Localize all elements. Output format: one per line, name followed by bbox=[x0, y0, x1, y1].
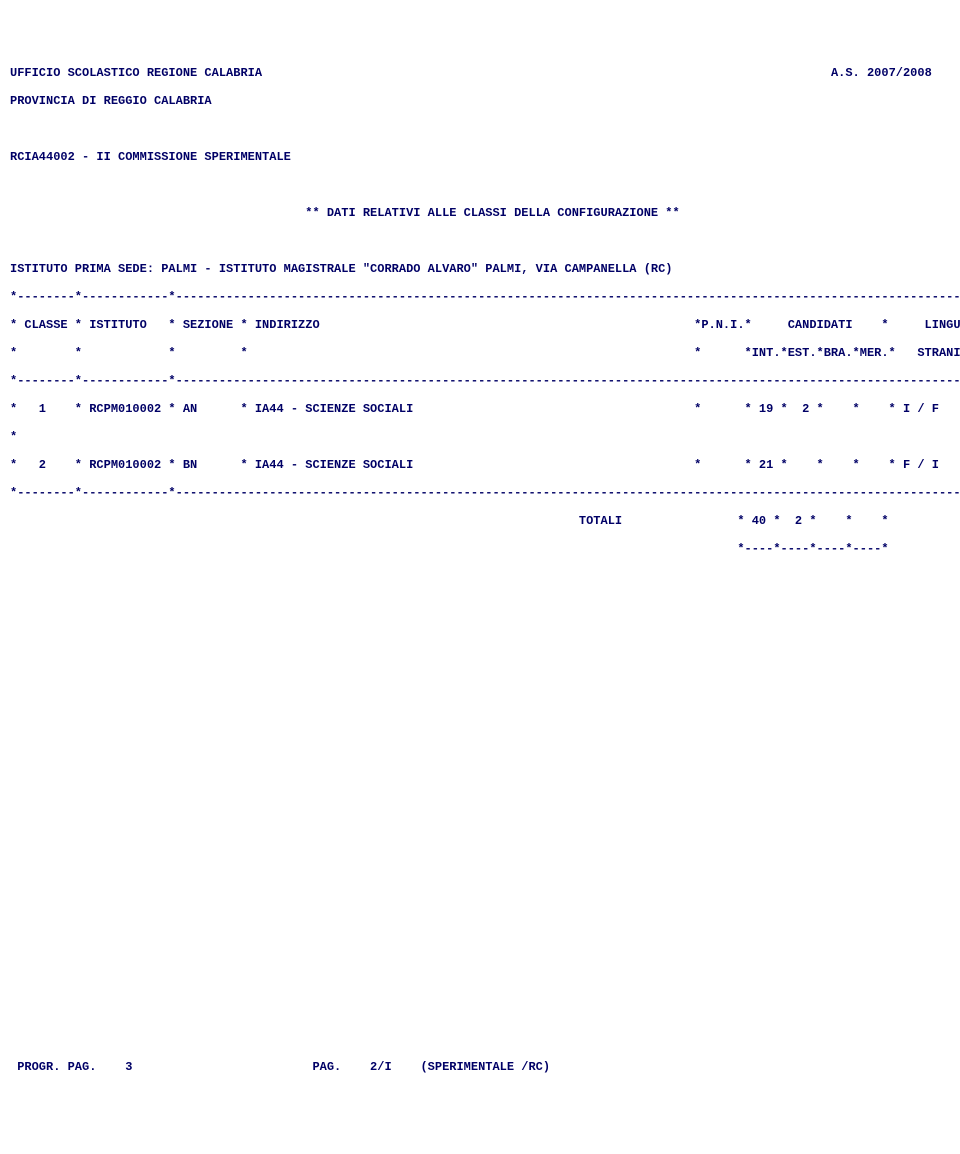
office-label: UFFICIO SCOLASTICO REGIONE CALABRIA bbox=[10, 66, 262, 80]
header-spacer bbox=[262, 66, 831, 80]
sep-top: *--------*------------*-----------------… bbox=[10, 290, 950, 304]
blank-2 bbox=[10, 178, 950, 192]
blank-3 bbox=[10, 234, 950, 248]
province: PROVINCIA DI REGGIO CALABRIA bbox=[10, 94, 950, 108]
footer: PROGR. PAG. 3 PAG. 2/I (SPERIMENTALE /RC… bbox=[10, 1060, 950, 1074]
table-row-1: * 1 * RCPM010002 * AN * IA44 - SCIENZE S… bbox=[10, 402, 950, 416]
sep-mid: *--------*------------*-----------------… bbox=[10, 374, 950, 388]
header-line1: UFFICIO SCOLASTICO REGIONE CALABRIA A.S.… bbox=[10, 66, 950, 80]
totals-line: TOTALI * 40 * 2 * * * bbox=[10, 514, 950, 528]
year-label: A.S. 2007/2008 bbox=[831, 66, 932, 80]
section-title: ** DATI RELATIVI ALLE CLASSI DELLA CONFI… bbox=[305, 206, 679, 220]
commission: RCIA44002 - II COMMISSIONE SPERIMENTALE bbox=[10, 150, 950, 164]
totals-close: *----*----*----*----* bbox=[10, 542, 950, 556]
table-header-1: * CLASSE * ISTITUTO * SEZIONE * INDIRIZZ… bbox=[10, 318, 950, 332]
table-row-2: * 2 * RCPM010002 * BN * IA44 - SCIENZE S… bbox=[10, 458, 950, 472]
table-row-blank: * * bbox=[10, 430, 950, 444]
institute: ISTITUTO PRIMA SEDE: PALMI - ISTITUTO MA… bbox=[10, 262, 950, 276]
section-title-line: ** DATI RELATIVI ALLE CLASSI DELLA CONFI… bbox=[10, 206, 950, 220]
table-header-2: * * * * * *INT.*EST.*BRA.*MER.* STRANIER… bbox=[10, 346, 950, 360]
blank-1 bbox=[10, 122, 950, 136]
sep-bottom: *--------*------------*-----------------… bbox=[10, 486, 950, 500]
